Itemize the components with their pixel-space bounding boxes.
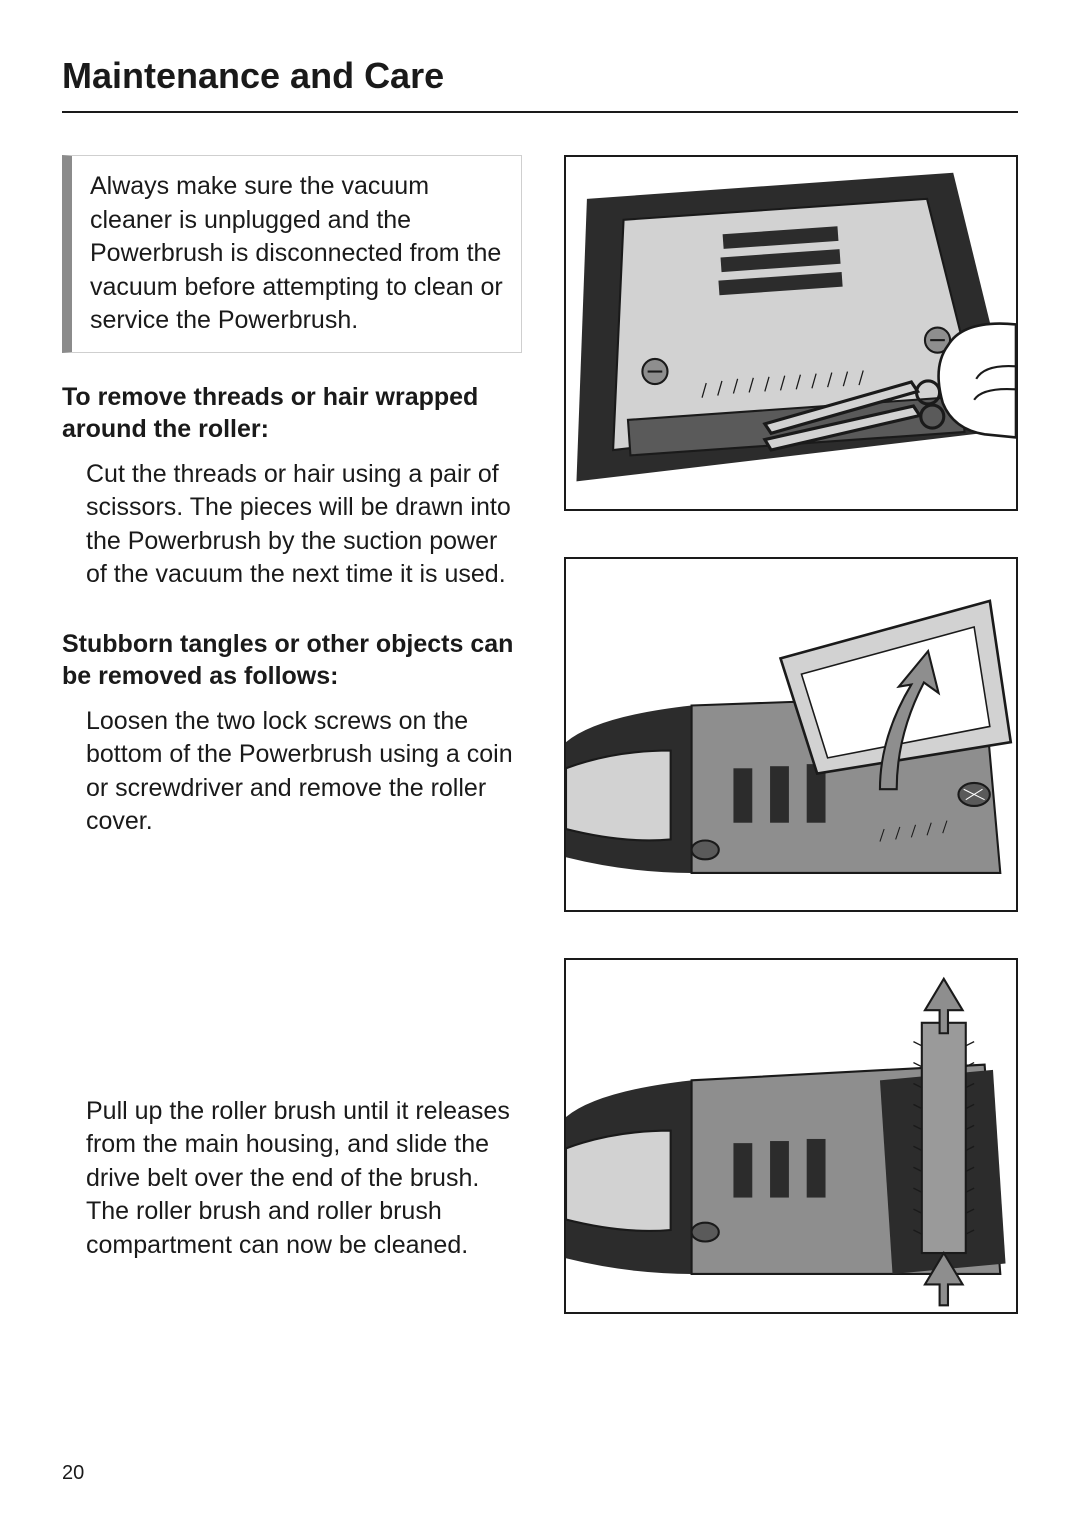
- right-column: [564, 155, 1018, 1360]
- section-body-2: Loosen the two lock screws on the bottom…: [62, 705, 522, 839]
- page-number: 20: [62, 1462, 84, 1485]
- manual-page: Maintenance and Care Always make sure th…: [0, 0, 1080, 1529]
- content-columns: Always make sure the vacuum cleaner is u…: [62, 155, 1018, 1360]
- section-body-3: Pull up the roller brush until it releas…: [62, 1095, 522, 1263]
- warning-box: Always make sure the vacuum cleaner is u…: [62, 155, 522, 353]
- powerbrush-scissors-illustration: [564, 155, 1018, 511]
- left-column: Always make sure the vacuum cleaner is u…: [62, 155, 522, 1360]
- section-heading-1: To remove threads or hair wrapped around…: [62, 381, 522, 446]
- section-heading-2: Stubborn tangles or other objects can be…: [62, 628, 522, 693]
- page-title: Maintenance and Care: [62, 55, 1018, 97]
- title-rule: [62, 111, 1018, 113]
- powerbrush-remove-cover-illustration: [564, 557, 1018, 913]
- spacer: [62, 875, 522, 1095]
- powerbrush-remove-roller-illustration: [564, 958, 1018, 1314]
- section-body-1: Cut the threads or hair using a pair of …: [62, 458, 522, 592]
